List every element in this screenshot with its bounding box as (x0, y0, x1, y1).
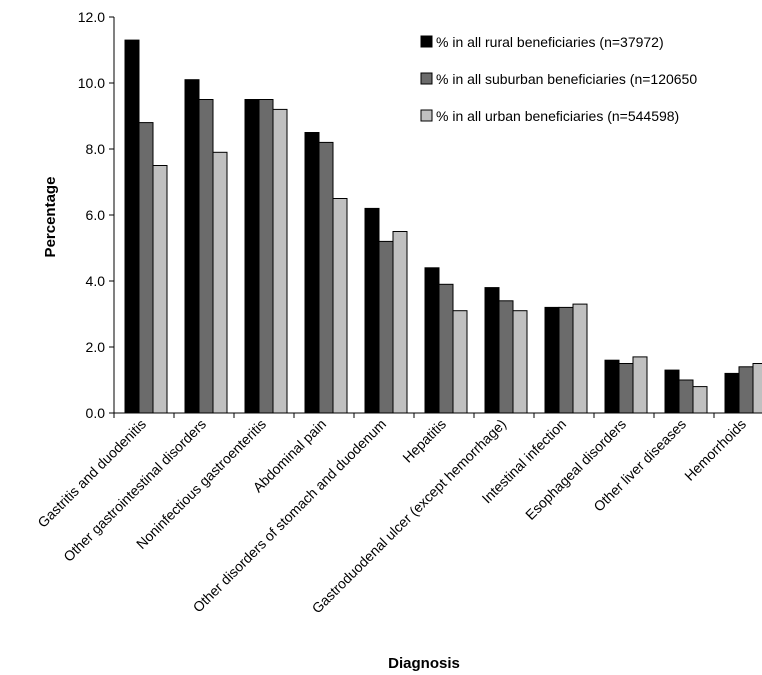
bar-suburban-4 (378, 240, 394, 414)
y-tick-label: 4.0 (86, 273, 106, 289)
bar-suburban-1 (198, 99, 214, 414)
bar-rural-7 (544, 306, 560, 414)
bar-urban-7 (572, 303, 588, 414)
x-axis-title: Diagnosis (388, 655, 460, 672)
bar-urban-9 (692, 386, 708, 414)
bar-urban-5 (452, 310, 468, 414)
bar-urban-3 (332, 198, 348, 414)
bar-rural-10 (724, 372, 740, 414)
legend-label: % in all urban beneficiaries (n=544598) (436, 108, 679, 124)
y-tick-label: 6.0 (86, 207, 106, 223)
y-ticks-group: 0.0 2.0 4.0 6.0 8.0 10.0 12.0 (78, 9, 114, 421)
bar-rural-1 (184, 79, 200, 414)
x-tick-label: Gastritis and duodenitis (34, 416, 149, 531)
bar-suburban-6 (498, 300, 514, 414)
legend-swatch (420, 72, 433, 85)
bar-urban-0 (152, 165, 168, 414)
bar-suburban-0 (138, 122, 154, 414)
bar-suburban-8 (618, 363, 634, 414)
bar-urban-6 (512, 310, 528, 414)
bar-rural-8 (604, 359, 620, 414)
bar-urban-4 (392, 231, 408, 414)
bar-rural-2 (244, 99, 260, 414)
legend-label: % in all rural beneficiaries (n=37972) (436, 34, 664, 50)
y-tick-label: 12.0 (78, 9, 105, 25)
legend-swatch (420, 109, 433, 122)
y-tick-label: 0.0 (86, 405, 106, 421)
y-tick-label: 10.0 (78, 75, 105, 91)
y-tick-label: 2.0 (86, 339, 106, 355)
legend-label: % in all suburban beneficiaries (n=12065… (436, 71, 697, 87)
bars-group (124, 39, 762, 414)
bar-urban-1 (212, 151, 228, 414)
bar-rural-6 (484, 287, 500, 414)
bar-suburban-9 (678, 379, 694, 414)
bar-suburban-10 (738, 366, 754, 414)
bar-urban-10 (752, 363, 762, 414)
bar-urban-2 (272, 108, 288, 414)
y-tick-label: 8.0 (86, 141, 106, 157)
bar-rural-9 (664, 369, 680, 414)
bar-suburban-7 (558, 306, 574, 414)
legend: % in all rural beneficiaries (n=37972) % … (420, 34, 697, 124)
x-tick-label: Hepatitis (399, 416, 449, 466)
bar-suburban-5 (438, 283, 454, 414)
bar-urban-8 (632, 356, 648, 414)
bar-suburban-2 (258, 99, 274, 414)
bar-rural-3 (304, 132, 320, 414)
y-axis-title: Percentage (42, 177, 59, 258)
bar-suburban-3 (318, 141, 334, 414)
x-tick-label: Hemorrhoids (681, 416, 749, 484)
x-tick-label: Esophageal disorders (522, 416, 629, 523)
bar-rural-0 (124, 39, 140, 414)
bar-rural-4 (364, 207, 380, 414)
bar-rural-5 (424, 267, 440, 414)
legend-swatch (420, 35, 433, 48)
